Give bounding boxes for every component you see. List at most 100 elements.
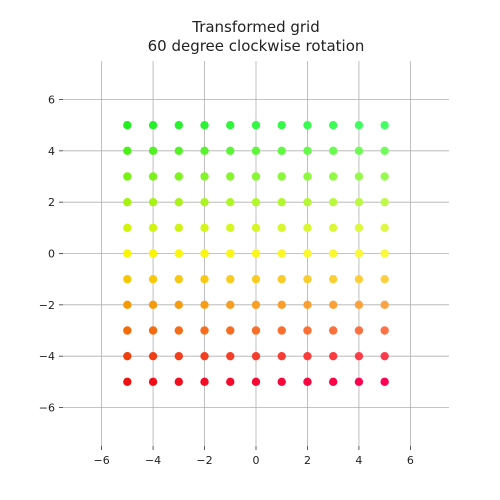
y-tick-label: 2 bbox=[48, 196, 55, 209]
data-point bbox=[380, 300, 389, 310]
data-point bbox=[380, 377, 389, 387]
data-point bbox=[148, 300, 158, 310]
data-point bbox=[354, 300, 364, 310]
y-tick-label: 6 bbox=[48, 94, 55, 107]
data-point bbox=[200, 197, 209, 207]
data-point bbox=[123, 249, 132, 258]
data-point bbox=[123, 274, 132, 284]
data-point bbox=[329, 197, 338, 207]
x-tick-label: −6 bbox=[93, 454, 109, 467]
data-point bbox=[251, 274, 261, 284]
chart-title: Transformed grid bbox=[191, 18, 320, 36]
data-point bbox=[226, 146, 235, 156]
data-point bbox=[354, 326, 364, 335]
data-point bbox=[277, 249, 286, 258]
data-point bbox=[123, 172, 132, 181]
data-point bbox=[380, 197, 389, 207]
data-point bbox=[148, 146, 158, 156]
data-point bbox=[303, 146, 312, 156]
data-point bbox=[303, 274, 312, 284]
data-point bbox=[174, 351, 183, 361]
data-point bbox=[380, 223, 389, 233]
data-point bbox=[329, 300, 338, 310]
data-point bbox=[329, 274, 338, 284]
data-point bbox=[123, 377, 132, 387]
data-point bbox=[226, 377, 235, 387]
data-point bbox=[174, 249, 183, 258]
data-point bbox=[226, 300, 235, 310]
data-point bbox=[277, 351, 286, 361]
y-tick-label: 0 bbox=[48, 248, 55, 261]
data-point bbox=[251, 377, 261, 387]
chart-subtitle: 60 degree clockwise rotation bbox=[148, 37, 365, 55]
data-point bbox=[354, 172, 364, 181]
data-point bbox=[148, 351, 158, 361]
data-point bbox=[277, 326, 286, 335]
data-point bbox=[380, 249, 389, 258]
data-point bbox=[329, 326, 338, 335]
data-point bbox=[277, 377, 286, 387]
data-point bbox=[226, 249, 235, 258]
data-point bbox=[277, 300, 286, 310]
data-point bbox=[277, 223, 286, 233]
x-tick-label: 0 bbox=[253, 454, 260, 467]
data-point bbox=[251, 300, 261, 310]
data-point bbox=[380, 146, 389, 156]
data-point bbox=[148, 377, 158, 387]
data-point bbox=[354, 351, 364, 361]
data-point bbox=[226, 223, 235, 233]
data-point bbox=[329, 146, 338, 156]
data-point bbox=[354, 146, 364, 156]
data-point bbox=[123, 351, 132, 361]
data-point bbox=[354, 274, 364, 284]
data-point bbox=[303, 300, 312, 310]
data-point bbox=[303, 223, 312, 233]
data-point bbox=[200, 223, 209, 233]
data-point bbox=[174, 300, 183, 310]
data-point bbox=[148, 326, 158, 335]
data-point bbox=[354, 197, 364, 207]
data-point bbox=[226, 197, 235, 207]
data-point bbox=[329, 223, 338, 233]
data-point bbox=[226, 326, 235, 335]
data-point bbox=[148, 223, 158, 233]
data-point bbox=[354, 120, 364, 130]
data-point bbox=[123, 146, 132, 156]
data-point bbox=[329, 377, 338, 387]
data-point bbox=[380, 326, 389, 335]
data-point bbox=[123, 197, 132, 207]
data-point bbox=[251, 146, 261, 156]
data-point bbox=[251, 223, 261, 233]
data-point bbox=[380, 172, 389, 181]
y-tick-label: −4 bbox=[39, 350, 55, 363]
data-point bbox=[380, 274, 389, 284]
data-point bbox=[174, 172, 183, 181]
data-point bbox=[380, 351, 389, 361]
data-point bbox=[200, 351, 209, 361]
data-point bbox=[200, 172, 209, 181]
x-tick-label: −4 bbox=[145, 454, 161, 467]
x-tick-label: 2 bbox=[304, 454, 311, 467]
data-point bbox=[303, 326, 312, 335]
data-point bbox=[277, 172, 286, 181]
data-point bbox=[277, 146, 286, 156]
data-point bbox=[123, 300, 132, 310]
data-point bbox=[251, 120, 261, 130]
x-tick-label: −2 bbox=[196, 454, 212, 467]
data-point bbox=[251, 351, 261, 361]
data-point bbox=[251, 326, 261, 335]
data-point bbox=[329, 172, 338, 181]
data-point bbox=[174, 146, 183, 156]
data-point bbox=[123, 223, 132, 233]
x-tick-label: 6 bbox=[407, 454, 414, 467]
data-point bbox=[200, 377, 209, 387]
data-point bbox=[148, 249, 158, 258]
data-point bbox=[123, 326, 132, 335]
data-point bbox=[200, 249, 209, 258]
data-point bbox=[174, 120, 183, 130]
data-point bbox=[226, 120, 235, 130]
data-point bbox=[277, 197, 286, 207]
data-point bbox=[329, 351, 338, 361]
data-point bbox=[303, 120, 312, 130]
